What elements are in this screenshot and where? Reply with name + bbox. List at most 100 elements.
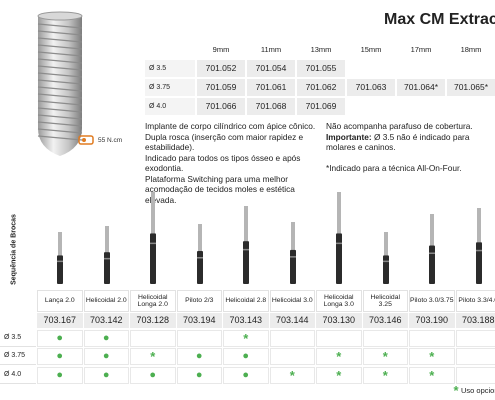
table-cell: 701.054 (247, 60, 295, 77)
use-mark: ● (223, 367, 269, 384)
drill-image (289, 222, 296, 284)
drill-name: Piloto 3.0/3.75 (409, 290, 455, 312)
drill-code: 703.143 (223, 313, 269, 328)
description: Implante de corpo cilíndrico com ápice c… (145, 121, 323, 205)
drill-name: Piloto 3.3/4.0 (455, 290, 495, 312)
drill-code: 703.167 (37, 313, 83, 328)
table-cell (447, 98, 495, 115)
torque-label: 55 N.cm (98, 137, 123, 144)
usage-label: Ø 3.5 (0, 330, 36, 347)
usage-cell (455, 330, 495, 347)
drill-name: Helicoidal 3.0 (269, 290, 315, 312)
legend-text: Uso opcional (461, 386, 495, 395)
note-important: Importante: (326, 131, 372, 142)
table-cell: 701.064* (397, 79, 445, 96)
drill-image (57, 232, 64, 284)
drill-name: Helicoidal 3.25 (362, 290, 408, 312)
drill-code: 703.194 (176, 313, 222, 328)
drill-code: 703.188 (455, 313, 495, 328)
column-header: 13mm (310, 45, 332, 55)
table-cell (447, 60, 495, 77)
description-line: Implante de corpo cilíndrico com ápice c… (145, 121, 316, 131)
row-label: Ø 3.75 (145, 79, 195, 96)
table-cell: 701.063 (347, 79, 395, 96)
drill-image (150, 192, 157, 284)
usage-label: Ø 3.75 (0, 348, 36, 365)
use-mark: ● (176, 367, 222, 384)
table-cell: 701.065* (447, 79, 495, 96)
description-line: Plataforma Switching para uma melhor aco… (145, 173, 295, 205)
note: Importante: Ø 3.5 não é indicado para mo… (326, 132, 486, 153)
legend-symbol: * (453, 383, 459, 399)
row-label: Ø 3.5 (145, 60, 195, 77)
use-mark: ● (130, 367, 176, 384)
use-mark: ● (176, 348, 222, 365)
table-cell (347, 98, 395, 115)
column-header: 17mm (410, 45, 432, 55)
usage-cell (130, 330, 176, 347)
drill-name: Helicoidal Longa 3.0 (316, 290, 362, 312)
table-cell (397, 98, 445, 115)
row-label: Ø 4.0 (145, 98, 195, 115)
drill-image (382, 232, 389, 284)
table-cell: 701.062 (297, 79, 345, 96)
drill-code: 703.130 (316, 313, 362, 328)
description-line: Dupla rosca (inserção com maior rapidez … (145, 131, 304, 153)
drill-image (336, 192, 343, 284)
drill-name: Lança 2.0 (37, 290, 83, 312)
use-mark: ● (83, 348, 129, 365)
optional-mark: * (409, 348, 455, 365)
usage-label: Ø 4.0 (0, 367, 36, 384)
use-mark: ● (83, 367, 129, 384)
table-cell: 701.052 (197, 60, 245, 77)
usage-cell (176, 330, 222, 347)
drill-name: Helicoidal 2.8 (223, 290, 269, 312)
notes: Não acompanha parafuso de cobertura. Imp… (326, 121, 486, 173)
drill-code: 703.142 (83, 313, 129, 328)
usage-cell (362, 330, 408, 347)
table-cell: 701.068 (247, 98, 295, 115)
drill-code: 703.146 (362, 313, 408, 328)
usage-cell (316, 330, 362, 347)
optional-mark: * (316, 348, 362, 365)
column-header: 18mm (460, 45, 482, 55)
drill-image (429, 214, 436, 284)
drill-sequence-label: Sequência de Brocas (10, 214, 18, 285)
drill-code: 703.128 (130, 313, 176, 328)
use-mark: ● (37, 367, 83, 384)
use-mark: ● (223, 348, 269, 365)
use-mark: ● (37, 348, 83, 365)
table-cell: 701.066 (197, 98, 245, 115)
torque-icon (78, 135, 94, 145)
drill-image (475, 208, 482, 284)
column-header: 11mm (260, 45, 282, 55)
drill-name: Helicoidal 2.0 (83, 290, 129, 312)
drill-code: 703.144 (269, 313, 315, 328)
usage-cell (409, 330, 455, 347)
use-mark: ● (83, 330, 129, 347)
table-cell: 701.055 (297, 60, 345, 77)
optional-mark: * (362, 348, 408, 365)
table-cell (397, 60, 445, 77)
drill-name: Piloto 2/3 (176, 290, 222, 312)
optional-mark: * (269, 367, 315, 384)
optional-mark: * (316, 367, 362, 384)
optional-mark: * (223, 330, 269, 347)
usage-cell (269, 348, 315, 365)
optional-mark: * (409, 367, 455, 384)
drill-code: 703.190 (409, 313, 455, 328)
note: Não acompanha parafuso de cobertura. (326, 121, 473, 131)
optional-mark: * (130, 348, 176, 365)
drill-image (103, 226, 110, 284)
usage-cell (455, 348, 495, 365)
optional-mark: * (362, 367, 408, 384)
usage-cell (455, 367, 495, 384)
use-mark: ● (37, 330, 83, 347)
column-header: 15mm (360, 45, 382, 55)
column-header: 9mm (212, 45, 230, 55)
drill-image (243, 206, 250, 284)
description-line: Indicado para todos os tipos ósseo e apó… (145, 152, 301, 174)
note: *Indicado para a técnica All-On-Four. (326, 162, 462, 173)
title: Max CM Extract (384, 11, 495, 28)
